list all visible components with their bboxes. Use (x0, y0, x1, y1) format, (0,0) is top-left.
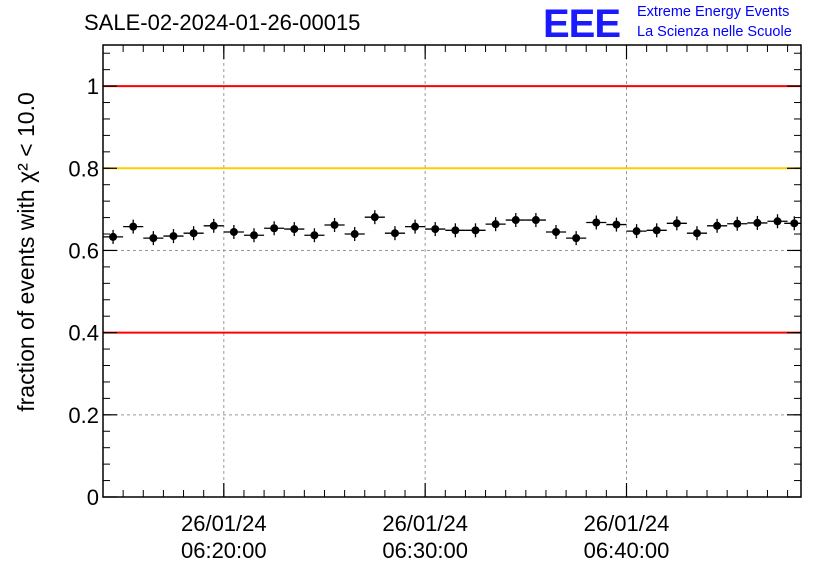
data-marker (471, 226, 480, 235)
data-marker (209, 221, 218, 230)
data-point (163, 229, 184, 244)
y-tick-label: 0 (87, 485, 99, 510)
x-axis: 26/01/2406:20:0026/01/2406:30:0026/01/24… (102, 45, 789, 563)
data-point (264, 221, 285, 236)
data-marker (652, 226, 661, 235)
data-point (767, 214, 788, 229)
data-point (324, 217, 345, 232)
data-marker (672, 219, 681, 228)
data-marker (370, 213, 379, 222)
x-tick-date: 26/01/24 (382, 511, 468, 536)
data-marker (310, 231, 319, 240)
x-tick-date: 26/01/24 (181, 511, 267, 536)
eee-logo: EEE (543, 2, 621, 46)
data-marker (572, 234, 581, 243)
y-axis: 0 0.2 0.4 0.6 0.8 1 (68, 52, 801, 510)
data-point (445, 223, 466, 238)
data-marker (552, 227, 561, 236)
x-tick-date: 26/01/24 (584, 511, 670, 536)
data-marker (431, 225, 440, 234)
data-point (103, 229, 124, 244)
plot-frame (102, 44, 802, 498)
data-point (143, 231, 164, 246)
data-point (606, 217, 627, 232)
data-marker (713, 221, 722, 230)
y-tick-label: 0.4 (68, 321, 99, 346)
data-point (727, 216, 748, 231)
data-marker (612, 220, 621, 229)
logo-line-2: La Scienza nelle Scuole (637, 24, 792, 40)
data-marker (692, 229, 701, 238)
data-marker (733, 219, 742, 228)
x-tick-time: 06:30:00 (382, 538, 468, 563)
data-marker (229, 227, 238, 236)
data-marker (451, 226, 460, 235)
data-point (425, 222, 446, 237)
data-point (707, 218, 728, 233)
data-point (747, 215, 768, 230)
data-marker (330, 220, 339, 229)
reference-lines (103, 85, 801, 334)
data-marker (531, 216, 540, 225)
y-tick-label: 0.2 (68, 403, 99, 428)
data-marker (290, 225, 299, 234)
chart-title: SALE-02-2024-01-26-00015 (84, 10, 361, 35)
data-marker (411, 222, 420, 231)
data-point (123, 219, 144, 234)
data-point (203, 218, 224, 233)
data-marker (129, 222, 138, 231)
data-point (545, 224, 567, 239)
y-tick-label: 0.8 (68, 156, 99, 181)
data-marker (149, 234, 158, 243)
y-tick-label: 1 (87, 74, 99, 99)
data-marker (773, 217, 782, 226)
data-marker (491, 220, 500, 229)
data-point (626, 224, 647, 239)
data-point (784, 216, 801, 231)
data-point (666, 216, 687, 231)
data-point (505, 213, 526, 228)
grid (103, 45, 801, 497)
data-point (646, 223, 667, 238)
data-point (525, 213, 546, 228)
y-axis-label: fraction of events with χ² < 10.0 (13, 92, 39, 412)
data-point (586, 215, 607, 230)
data-point (304, 228, 325, 243)
data-point (384, 226, 406, 241)
data-marker (270, 224, 279, 233)
data-marker (592, 218, 601, 227)
data-marker (350, 230, 359, 239)
x-tick-time: 06:20:00 (181, 538, 267, 563)
x-tick-time: 06:40:00 (584, 538, 670, 563)
data-point (465, 223, 486, 238)
data-point (284, 222, 305, 237)
y-tick-label: 0.6 (68, 238, 99, 263)
data-points (103, 210, 801, 246)
data-point (344, 227, 365, 242)
data-marker (189, 229, 198, 238)
data-point (405, 219, 426, 234)
data-point (364, 210, 385, 225)
data-marker (109, 232, 118, 241)
data-point (566, 231, 587, 246)
data-point (243, 228, 265, 243)
logo-line-1: Extreme Energy Events (637, 4, 790, 20)
data-marker (790, 219, 799, 228)
data-point (223, 224, 244, 239)
data-marker (390, 229, 399, 238)
data-point (485, 217, 506, 232)
data-marker (169, 232, 178, 241)
data-marker (511, 216, 520, 225)
data-marker (632, 227, 641, 236)
data-point (183, 226, 204, 241)
data-marker (250, 231, 259, 240)
data-marker (753, 218, 762, 227)
data-point (686, 226, 708, 241)
